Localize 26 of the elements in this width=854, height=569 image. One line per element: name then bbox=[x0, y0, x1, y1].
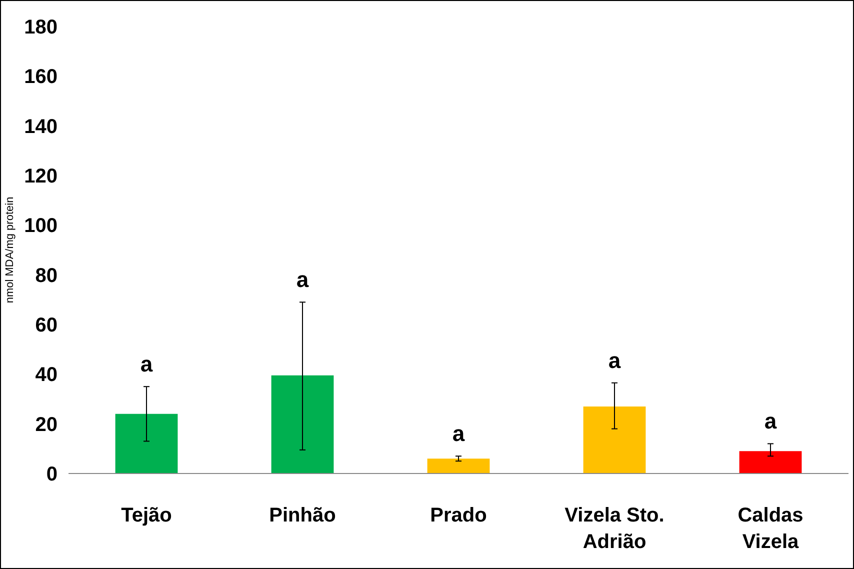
y-tick-label: 40 bbox=[35, 364, 58, 386]
y-tick-label: 100 bbox=[24, 215, 58, 238]
bar bbox=[115, 414, 178, 474]
bar bbox=[271, 375, 334, 474]
x-tick-label: Vizela Sto. Adrião bbox=[564, 504, 664, 553]
x-tick-label: Prado bbox=[430, 504, 487, 526]
bar bbox=[739, 451, 802, 474]
annotation: a bbox=[296, 267, 310, 292]
y-tick-label: 20 bbox=[35, 414, 58, 436]
annotation: a bbox=[140, 352, 154, 377]
bar bbox=[427, 458, 490, 474]
x-tick-label: Tejão bbox=[121, 504, 172, 526]
annotation: a bbox=[452, 421, 466, 446]
y-axis-title: nmol MDA/mg protein bbox=[4, 196, 16, 304]
y-tick-label: 0 bbox=[46, 464, 58, 486]
x-tick-label: Pinhão bbox=[269, 504, 336, 526]
y-tick-label: 180 bbox=[24, 16, 58, 38]
annotation: a bbox=[608, 348, 622, 373]
bar bbox=[583, 406, 646, 474]
y-tick-label: 140 bbox=[24, 116, 58, 138]
y-tick-label: 80 bbox=[35, 264, 58, 287]
y-tick-label: 160 bbox=[24, 66, 58, 88]
annotation: a bbox=[764, 408, 778, 434]
x-tick-label: Caldas Vizela bbox=[738, 504, 804, 553]
y-tick-label: 120 bbox=[24, 166, 58, 188]
y-tick-label: 60 bbox=[35, 314, 58, 336]
